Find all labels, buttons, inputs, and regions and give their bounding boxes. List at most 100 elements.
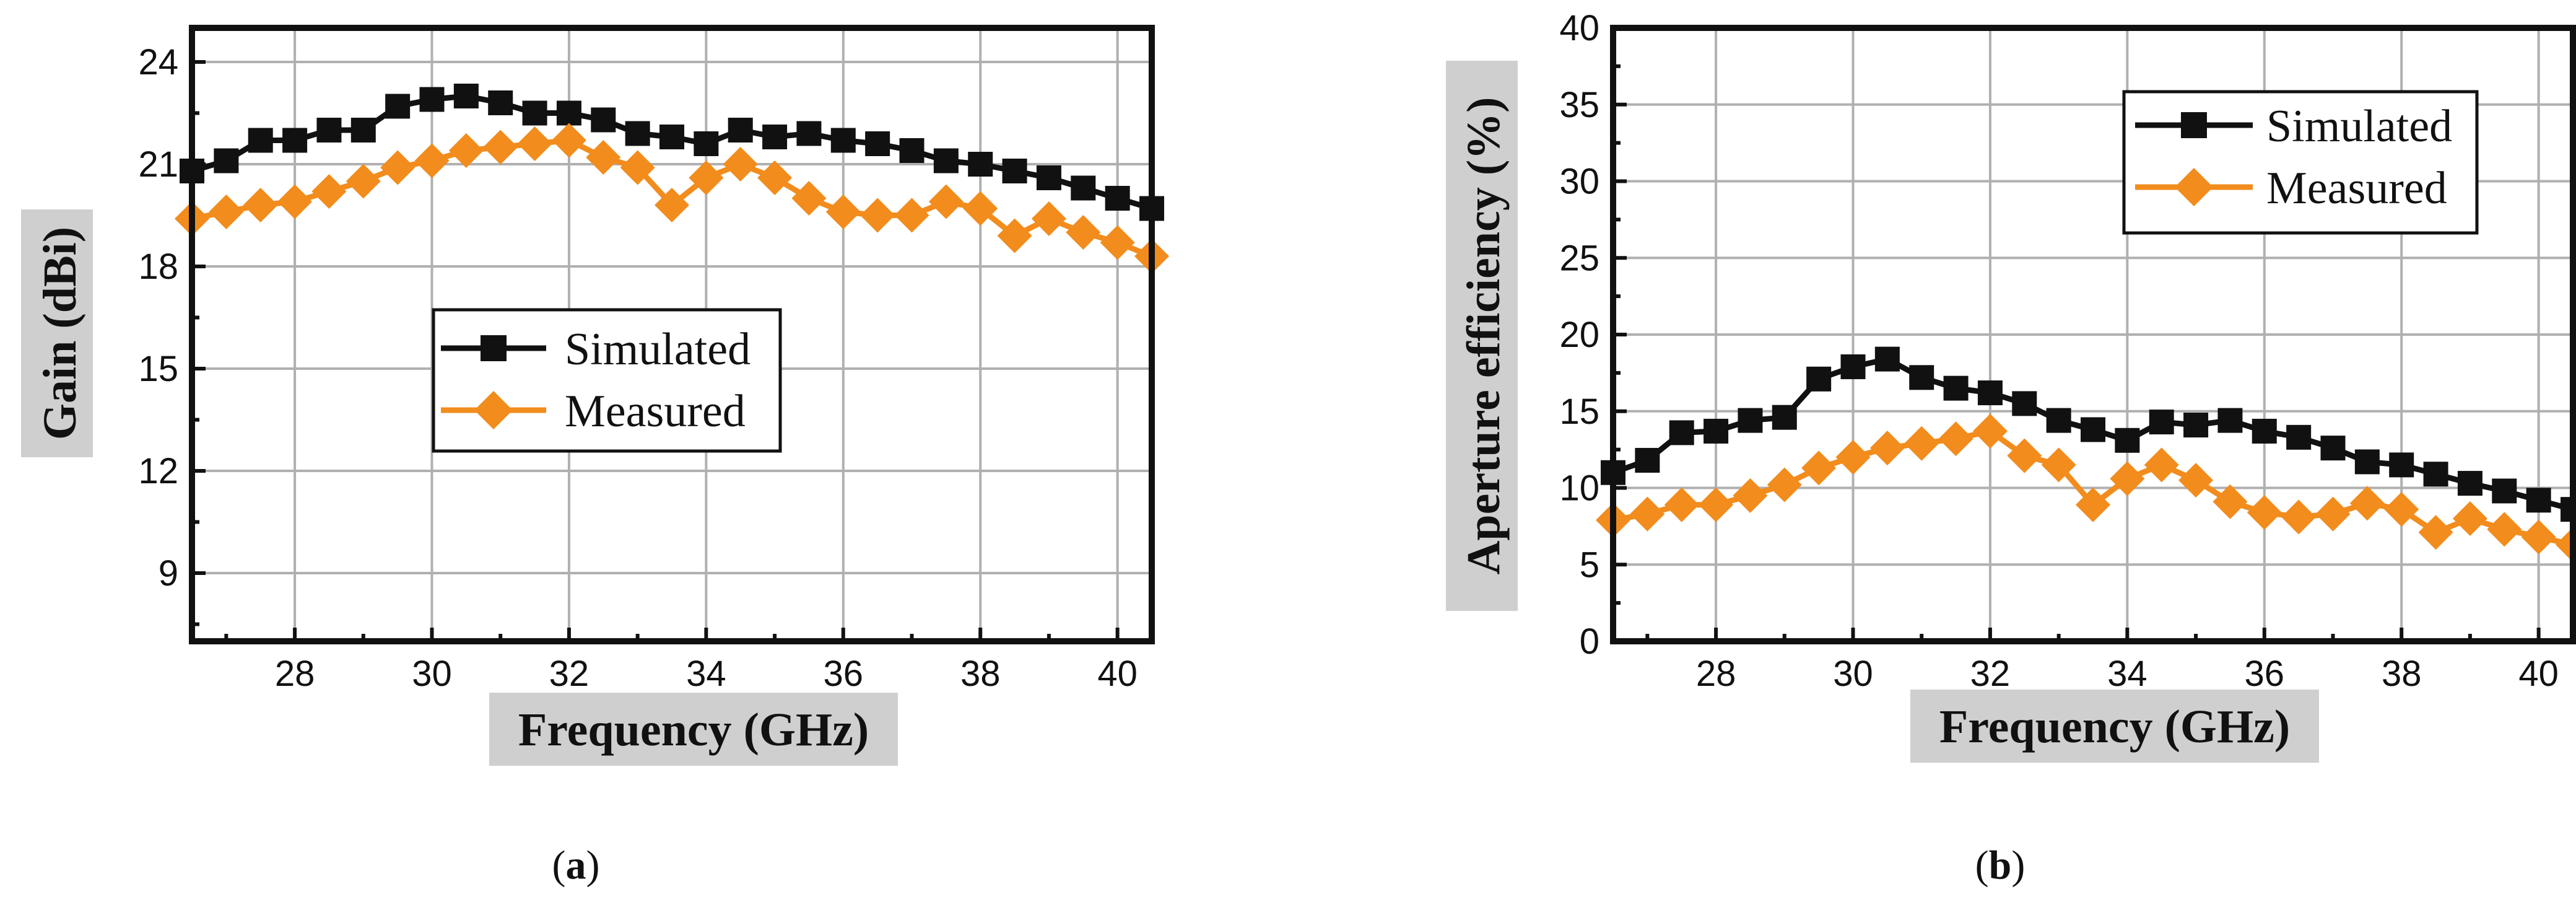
- data-point: [2213, 484, 2248, 519]
- data-point: [2315, 496, 2351, 532]
- data-point: [1704, 418, 1729, 444]
- x-tick-labels: 28 30 32 34 36 38 40: [275, 654, 1138, 694]
- legend-simulated-label: Simulated: [565, 324, 751, 375]
- x-tick-label: 36: [824, 654, 864, 694]
- data-point: [316, 118, 342, 143]
- data-point: [963, 191, 998, 226]
- data-point: [1664, 487, 1699, 522]
- x-axis-title: Frequency (GHz): [1939, 701, 2290, 753]
- x-tick-label: 32: [1970, 654, 2011, 694]
- y-tick-label: 12: [138, 451, 178, 491]
- data-point: [380, 150, 416, 185]
- data-point: [1972, 413, 2008, 449]
- x-tick-label: 34: [2107, 654, 2147, 694]
- y-tick-label: 30: [1559, 162, 1599, 202]
- data-point: [2349, 486, 2385, 521]
- data-point: [1699, 487, 1734, 522]
- legend: Simulated Measured: [2122, 90, 2479, 235]
- data-point: [209, 195, 244, 229]
- y-tick-label: 40: [1559, 8, 1599, 48]
- y-tick-labels: 0 5 10 15 20 25 30 35 40: [1559, 8, 1599, 662]
- x-tick-label: 38: [960, 654, 1001, 694]
- y-tick-labels: 9 12 15 18 21 24: [138, 42, 178, 594]
- legend-measured-marker: [474, 391, 513, 429]
- x-tick-label: 30: [1833, 654, 1873, 694]
- y-tick-label: 35: [1559, 85, 1599, 125]
- data-point: [2384, 492, 2419, 527]
- plot-frame: [189, 25, 1155, 644]
- data-point: [762, 125, 788, 149]
- data-point: [282, 128, 308, 153]
- plot-frame: [1610, 25, 2576, 644]
- x-tick-label: 34: [686, 654, 726, 694]
- data-point: [346, 164, 381, 199]
- legend-simulated-label: Simulated: [2266, 101, 2452, 152]
- series-lines: [175, 84, 1169, 274]
- y-tick-label: 20: [1559, 315, 1599, 355]
- y-tick-label: 9: [159, 553, 178, 594]
- data-point: [214, 148, 239, 173]
- data-point: [1835, 440, 1871, 475]
- data-point: [2418, 515, 2453, 550]
- data-point: [796, 121, 822, 146]
- y-tick-label: 18: [138, 247, 178, 287]
- y-tick-label: 5: [1580, 545, 1599, 585]
- data-point: [2217, 408, 2243, 433]
- data-point: [586, 140, 621, 175]
- data-point: [723, 147, 758, 182]
- data-point: [1031, 201, 1066, 236]
- data-point: [2521, 519, 2556, 555]
- data-point: [385, 94, 411, 119]
- x-tick-label: 28: [275, 654, 315, 694]
- legend-simulated-marker: [481, 335, 507, 361]
- data-point: [1938, 421, 1973, 457]
- data-point: [2183, 413, 2209, 438]
- data-point: [350, 118, 376, 143]
- data-point: [1071, 175, 1096, 201]
- legend-simulated-marker: [2181, 112, 2207, 138]
- data-point: [2252, 418, 2277, 444]
- data-point: [1036, 165, 1061, 190]
- data-point: [1874, 346, 1900, 372]
- data-point: [556, 100, 581, 126]
- x-tick-label: 28: [1696, 654, 1736, 694]
- data-point: [243, 188, 278, 222]
- data-point: [655, 188, 689, 222]
- x-tick-label: 40: [2518, 654, 2559, 694]
- data-point: [968, 152, 993, 177]
- series-measured: [1596, 413, 2576, 563]
- data-point: [2492, 478, 2517, 504]
- y-tick-label: 0: [1580, 621, 1599, 662]
- data-point: [1869, 431, 1905, 466]
- legend: Simulated Measured: [432, 308, 782, 453]
- data-point: [2286, 424, 2312, 450]
- data-point: [791, 181, 827, 216]
- y-axis-title-background: [1446, 61, 1518, 611]
- legend-measured-label: Measured: [2266, 163, 2447, 214]
- data-point: [860, 198, 895, 233]
- y-tick-label: 15: [138, 349, 178, 389]
- data-point: [830, 128, 856, 153]
- y-axis-title-background: [21, 209, 93, 457]
- series-measured: [175, 123, 1169, 274]
- data-point: [2110, 461, 2145, 496]
- data-point: [620, 150, 655, 185]
- data-point: [2487, 512, 2522, 547]
- chart-panel-gain: Gain (dBi) Frequency (GHz) 28 30 32 34 36 38 4…: [21, 25, 1169, 888]
- x-tick-label: 32: [549, 654, 590, 694]
- data-point: [2247, 495, 2282, 530]
- data-point: [1738, 408, 1763, 433]
- data-point: [2081, 417, 2105, 442]
- y-axis-title: Aperture efficiency (%): [1458, 97, 1510, 575]
- data-point: [2007, 438, 2042, 473]
- x-tick-label: 40: [1097, 654, 1138, 694]
- data-point: [1066, 215, 1101, 250]
- data-point: [625, 121, 650, 146]
- data-point: [1904, 426, 1939, 461]
- data-point: [1806, 366, 1832, 392]
- data-point: [1733, 478, 1768, 513]
- data-point: [2046, 408, 2071, 433]
- data-point: [1767, 467, 1802, 502]
- data-point: [591, 107, 616, 133]
